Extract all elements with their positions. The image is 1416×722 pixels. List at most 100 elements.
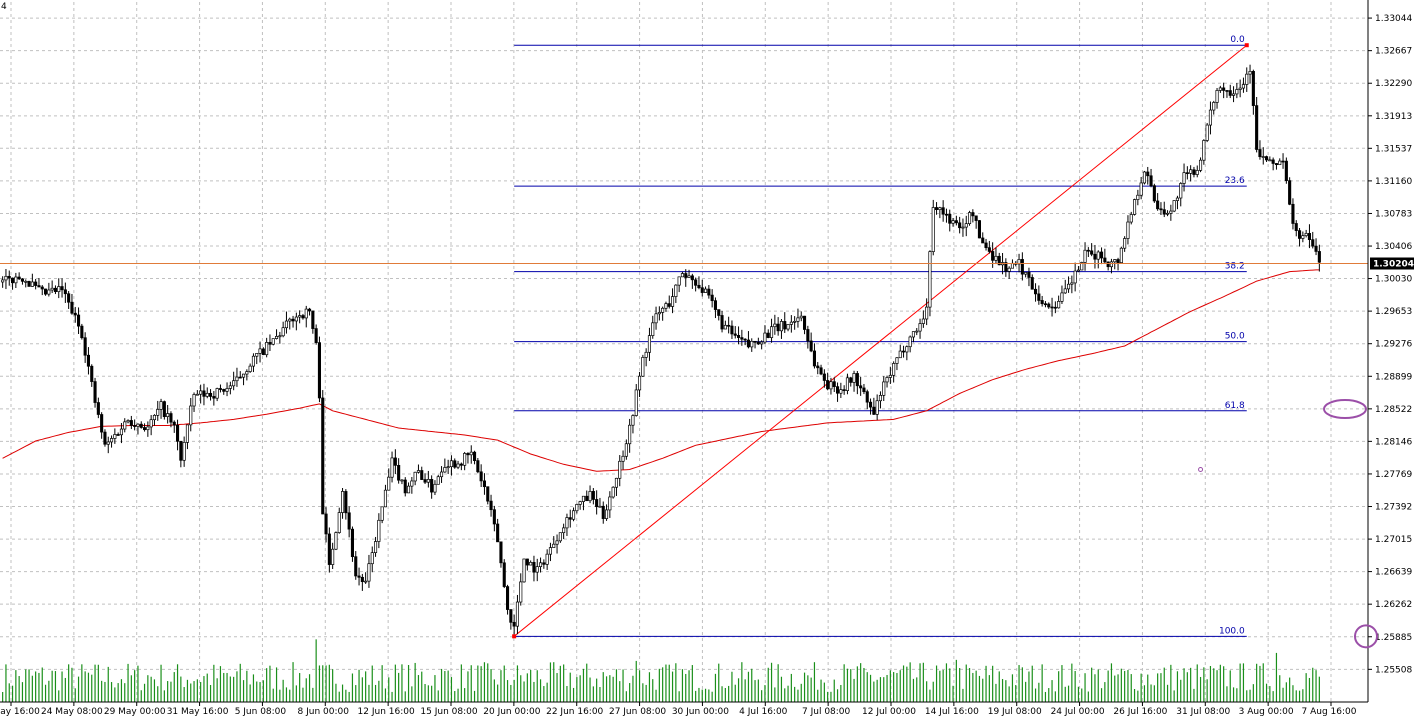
candle-body bbox=[143, 427, 147, 431]
candle-body bbox=[637, 375, 642, 391]
candle-body bbox=[209, 392, 213, 397]
candle-body bbox=[1278, 160, 1282, 166]
candle-body bbox=[882, 381, 886, 396]
candle-body bbox=[222, 389, 226, 392]
candle-body bbox=[321, 397, 325, 515]
candle-body bbox=[958, 222, 962, 229]
candle-body bbox=[938, 207, 942, 210]
candle-body bbox=[548, 547, 553, 555]
candle-body bbox=[50, 287, 54, 291]
candle-body bbox=[961, 226, 965, 229]
y-tick-label: 1.33044 bbox=[1375, 14, 1412, 24]
candle-body bbox=[865, 391, 869, 403]
candle-body bbox=[354, 556, 358, 577]
candle-body bbox=[654, 313, 658, 324]
candle-body bbox=[776, 323, 780, 332]
candle-body bbox=[1192, 169, 1196, 175]
candle-body bbox=[515, 601, 520, 627]
candle-body bbox=[717, 309, 721, 316]
candle-body bbox=[1136, 194, 1140, 200]
candle-body bbox=[1255, 105, 1259, 150]
candle-body bbox=[1152, 185, 1156, 202]
trendline[interactable] bbox=[513, 44, 1248, 637]
candle-body bbox=[723, 324, 727, 330]
candle-body bbox=[1274, 163, 1279, 166]
candle-body bbox=[235, 376, 239, 382]
candle-body bbox=[40, 286, 44, 290]
candle-body bbox=[129, 420, 133, 426]
x-tick-label: 15 Jun 08:00 bbox=[420, 707, 477, 717]
candle-body bbox=[611, 486, 615, 498]
candle-body bbox=[750, 340, 754, 348]
candle-body bbox=[954, 220, 958, 224]
candle-body bbox=[1241, 84, 1246, 89]
candle-body bbox=[931, 207, 935, 252]
price-axis[interactable]: 1.33044 1.32667 1.32290 1.31913 1.31537 1.311… bbox=[1368, 14, 1412, 675]
candle-body bbox=[601, 505, 605, 519]
candle-body bbox=[20, 278, 25, 282]
candle-body bbox=[123, 421, 127, 430]
y-tick-label: 1.31913 bbox=[1375, 112, 1412, 122]
candle-body bbox=[37, 285, 41, 288]
candle-body bbox=[291, 318, 295, 322]
candle-body bbox=[1311, 239, 1315, 247]
fibonacci-retracement[interactable]: 0.0 23.6 38.2 50.0 61.8 100.0 bbox=[514, 35, 1247, 637]
candle-body bbox=[100, 414, 104, 433]
candle-body bbox=[1284, 160, 1288, 182]
current-price-value: 1.30204 bbox=[1373, 260, 1414, 270]
candle-body bbox=[53, 287, 58, 292]
candle-body bbox=[486, 486, 490, 502]
candle-body bbox=[581, 495, 586, 502]
candle-body bbox=[1116, 259, 1120, 264]
candle-body bbox=[76, 314, 81, 327]
x-tick-label: 27 Jun 08:00 bbox=[609, 707, 666, 717]
candle-body bbox=[710, 294, 714, 302]
candle-body bbox=[212, 396, 216, 399]
candle-body bbox=[552, 543, 556, 548]
candle-body bbox=[1304, 233, 1308, 237]
candle-body bbox=[350, 528, 355, 558]
candle-body bbox=[859, 385, 863, 389]
candle-body bbox=[644, 351, 648, 358]
candle-body bbox=[1033, 288, 1038, 295]
y-tick-label: 1.26262 bbox=[1375, 600, 1412, 610]
x-tick-label: 29 May 00:00 bbox=[104, 707, 166, 717]
trendline-anchor-high[interactable] bbox=[1244, 43, 1249, 48]
fib-level-label: 38.2 bbox=[1225, 262, 1245, 272]
candle-body bbox=[70, 301, 74, 314]
candle-body bbox=[789, 321, 793, 325]
fibonacci-trendline[interactable] bbox=[512, 43, 1249, 639]
candle-body bbox=[238, 376, 242, 379]
candle-body bbox=[571, 510, 576, 520]
candle-body bbox=[991, 251, 995, 261]
candle-body bbox=[7, 275, 11, 279]
candle-body bbox=[647, 335, 652, 353]
candle-body bbox=[1212, 102, 1216, 111]
candle-body bbox=[228, 385, 232, 389]
candle-body bbox=[852, 373, 856, 383]
y-tick-label: 1.27392 bbox=[1375, 503, 1412, 513]
candle-body bbox=[149, 419, 153, 428]
trendline-anchor-low[interactable] bbox=[512, 634, 517, 639]
candle-body bbox=[1103, 257, 1107, 263]
candle-body bbox=[944, 213, 949, 216]
candle-body bbox=[387, 476, 391, 491]
candle-body bbox=[1070, 282, 1074, 285]
candle-body bbox=[258, 348, 262, 354]
candle-body bbox=[304, 308, 308, 319]
candle-body bbox=[1010, 262, 1015, 269]
candle-body bbox=[1159, 208, 1163, 211]
candle-body bbox=[802, 315, 807, 330]
candle-body bbox=[1258, 149, 1262, 158]
candle-body bbox=[1050, 306, 1054, 309]
candle-body bbox=[1053, 306, 1057, 309]
candle-body bbox=[694, 279, 698, 286]
current-price-line: 1.30204 bbox=[0, 257, 1414, 270]
candle-body bbox=[1007, 267, 1011, 272]
candle-body bbox=[1096, 251, 1100, 260]
candle-body bbox=[1231, 93, 1236, 96]
candle-body bbox=[967, 212, 972, 225]
